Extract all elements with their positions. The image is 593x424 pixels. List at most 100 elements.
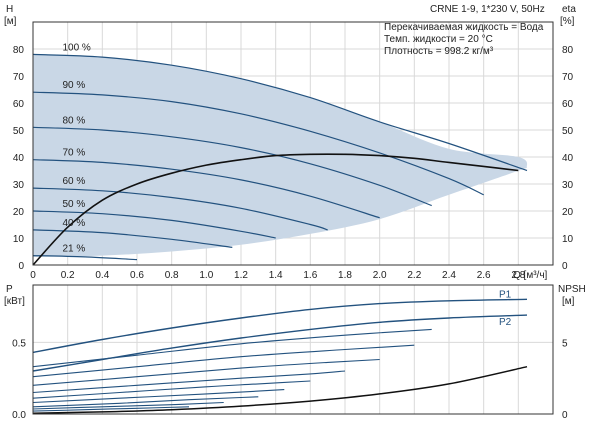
head-x-tick-label: 1.6	[303, 270, 317, 281]
power-series-line	[32, 314, 528, 372]
head-y-right-tick-label: 40	[562, 153, 574, 164]
npsh-line	[32, 365, 528, 415]
info-line-1: Перекачиваемая жидкость = Вода	[384, 22, 544, 33]
power-series-labels: P1 P2	[499, 289, 512, 328]
head-y-left-tick-label: 10	[13, 234, 25, 245]
speed-curve	[32, 91, 484, 196]
head-y-right-tick-label: 70	[562, 72, 574, 83]
head-y-right-label: eta	[562, 4, 576, 15]
head-x-tick-label: 0	[30, 270, 36, 281]
head-y-right-tick-label: 30	[562, 180, 574, 191]
head-y-right-unit: [%]	[560, 16, 575, 27]
power-y-right-label: NPSH	[558, 284, 586, 295]
speed-curve-label: 80 %	[62, 115, 85, 126]
head-y-left-tick-label: 20	[13, 207, 25, 218]
head-axes	[32, 21, 554, 266]
head-x-tick-label: 1.2	[234, 270, 248, 281]
power-series-line	[32, 298, 528, 354]
head-x-tick-label: 0.6	[130, 270, 144, 281]
info-line-3: Плотность = 998.2 кг/м³	[384, 46, 494, 57]
head-y-left-tick-label: 30	[13, 180, 25, 191]
head-x-tick-labels: 0 0.2 0.4 0.6 0.8 1.0 1.2 1.4 1.6 1.8 2.0 2.2 2.4 2.6…	[30, 270, 526, 281]
head-x-tick-label: 2.2	[407, 270, 421, 281]
head-chart: 0 0.2 0.4 0.6 0.8 1.0 1.2 1.4 1.6 1.8 2.0 2.2 2.4 2.6…	[4, 4, 576, 281]
speed-curve-label: 60 %	[62, 176, 85, 187]
head-x-tick-label: 1.8	[338, 270, 352, 281]
power-speed-curve	[32, 401, 224, 410]
head-x-tick-label: 1.0	[199, 270, 213, 281]
speed-curve	[32, 255, 138, 261]
head-y-left-label: H	[6, 4, 13, 15]
speed-curve-label: 100 %	[62, 42, 90, 53]
head-x-tick-label: 0.4	[95, 270, 109, 281]
efficiency-line	[32, 153, 519, 266]
speed-curves	[32, 53, 528, 261]
head-x-tick-label: 0.2	[61, 270, 75, 281]
head-y-left-tick-label: 60	[13, 99, 25, 110]
speed-curve	[32, 229, 233, 248]
power-y-left-unit: [кВт]	[4, 296, 25, 307]
power-series-label: P2	[499, 317, 512, 328]
power-y-left-tick-label: 0.5	[12, 338, 26, 349]
power-y-right-tick-label: 5	[562, 338, 568, 349]
power-speed-curve	[32, 380, 311, 399]
head-y-right-tick-label: 50	[562, 126, 574, 137]
speed-curve-labels: 100 % 90 % 80 % 70 % 60 % 50 % 40 % 21 %	[62, 42, 90, 254]
head-y-left-tick-label: 0	[18, 261, 24, 272]
power-y-right-unit: [м]	[562, 296, 575, 307]
speed-curve	[32, 187, 328, 231]
head-y-right-tick-label: 20	[562, 207, 574, 218]
speed-curve	[32, 210, 276, 239]
speed-curve-label: 21 %	[62, 244, 85, 255]
head-y-left-tick-label: 50	[13, 126, 25, 137]
head-x-tick-label: 2.8	[511, 270, 525, 281]
efficiency-curve	[32, 153, 519, 266]
head-x-tick-label: 0.8	[165, 270, 179, 281]
power-speed-curve	[32, 406, 190, 412]
head-y-left-tick-label: 70	[13, 72, 25, 83]
power-axes	[32, 284, 554, 415]
power-speed-curve	[32, 396, 259, 408]
speed-curve	[32, 159, 380, 219]
head-y-right-tick-label: 80	[562, 45, 574, 56]
head-y-left-tick-label: 80	[13, 45, 25, 56]
head-y-right-tick-labels: 0 10 20 30 40 50 60 70 80	[562, 45, 574, 272]
power-speed-curve	[32, 344, 415, 378]
power-grid	[32, 285, 553, 415]
power-series	[32, 298, 528, 372]
speed-curve-label: 70 %	[62, 148, 85, 159]
npsh-curve	[32, 365, 528, 415]
head-y-right-tick-label: 0	[562, 261, 568, 272]
speed-curve	[32, 126, 432, 207]
head-x-tick-label: 2.6	[477, 270, 491, 281]
info-line-2: Темп. жидкости = 20 °C	[384, 34, 493, 45]
power-y-right-tick-labels: 05	[562, 338, 568, 421]
power-speed-curve	[32, 389, 285, 404]
head-x-axis-label: Q [м³/ч]	[513, 270, 548, 281]
speed-curve-label: 40 %	[62, 218, 85, 229]
head-y-left-unit: [м]	[4, 16, 17, 27]
power-y-left-label: P	[6, 284, 13, 295]
power-y-left-tick-label: 0.0	[12, 410, 26, 421]
power-speed-curve	[32, 370, 346, 394]
head-y-left-tick-label: 40	[13, 153, 25, 164]
head-x-tick-label: 2.4	[442, 270, 456, 281]
head-x-tick-label: 2.0	[373, 270, 387, 281]
power-speed-curve	[32, 358, 380, 386]
power-frame	[32, 284, 554, 415]
speed-curve	[32, 53, 528, 172]
power-speed-curves	[32, 328, 432, 412]
power-y-right-tick-label: 0	[562, 410, 568, 421]
head-y-left-tick-labels: 0 10 20 30 40 50 60 70 80	[13, 45, 25, 272]
power-series-label: P1	[499, 289, 512, 300]
head-x-tick-label: 1.4	[269, 270, 283, 281]
head-y-right-tick-label: 60	[562, 99, 574, 110]
product-title: CRNE 1-9, 1*230 V, 50Hz	[430, 4, 545, 15]
head-y-right-tick-label: 10	[562, 234, 574, 245]
head-frame	[32, 21, 554, 266]
speed-curve-label: 90 %	[62, 80, 85, 91]
power-y-left-tick-labels: 0.0 0.5	[12, 338, 26, 421]
speed-curve-label: 50 %	[62, 199, 85, 210]
